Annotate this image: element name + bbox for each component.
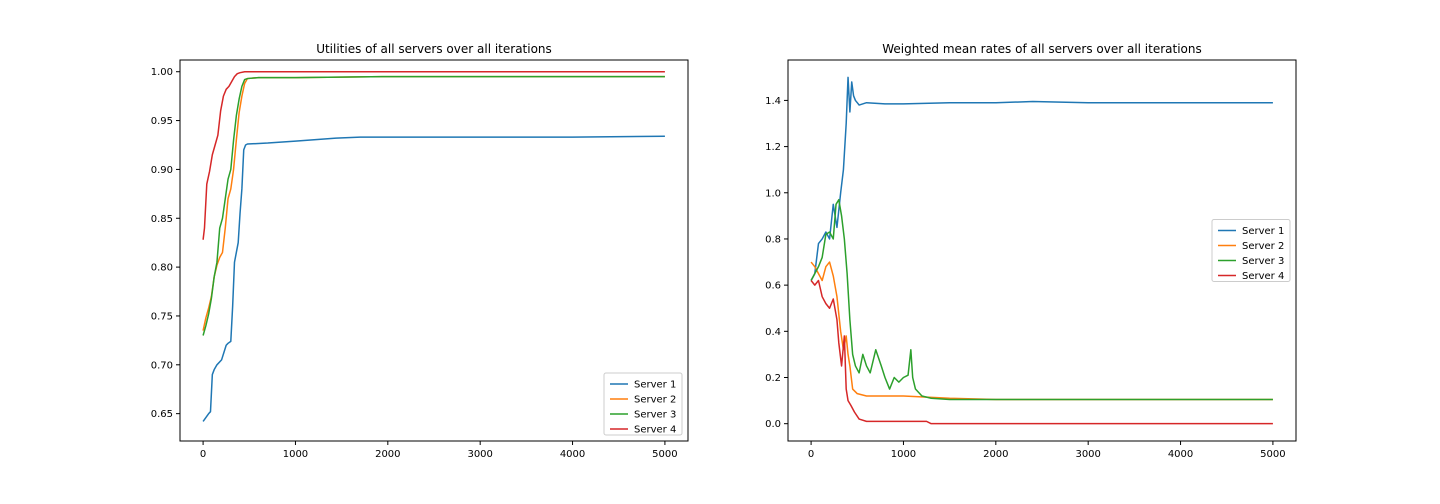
legend-label-server-1: Server 1 xyxy=(1242,226,1284,237)
y-tick-label: 0.90 xyxy=(151,165,173,176)
y-tick-label: 0.65 xyxy=(151,409,173,420)
y-tick-label: 1.00 xyxy=(151,67,173,78)
x-tick-label: 0 xyxy=(200,449,206,460)
x-tick-label: 0 xyxy=(808,449,814,460)
series-line-server-2 xyxy=(202,75,665,331)
x-tick-label: 4000 xyxy=(1168,449,1193,460)
x-tick-label: 2000 xyxy=(983,449,1008,460)
y-tick-label: 0.80 xyxy=(151,263,173,274)
x-tick-label: 1000 xyxy=(891,449,916,460)
series-line-server-1 xyxy=(810,76,1273,281)
legend-label-server-4: Server 4 xyxy=(634,425,676,436)
series-line-server-2 xyxy=(810,261,1273,401)
series-line-server-3 xyxy=(810,198,1273,401)
chart-title: Weighted mean rates of all servers over … xyxy=(882,42,1202,56)
y-tick-label: 0.2 xyxy=(765,373,781,384)
series-line-server-4 xyxy=(810,279,1273,425)
legend: Server 1 Server 2 Server 3 Server 4 xyxy=(603,372,683,436)
legend-label-server-2: Server 2 xyxy=(634,395,676,406)
y-tick-label: 0.8 xyxy=(765,234,781,245)
legend-box xyxy=(603,372,683,436)
x-tick-label: 3000 xyxy=(1075,449,1100,460)
y-tick-label: 0.0 xyxy=(765,419,781,430)
x-tick-label: 5000 xyxy=(652,449,677,460)
y-tick-label: 0.4 xyxy=(765,327,781,338)
legend-label-server-2: Server 2 xyxy=(1242,241,1284,252)
x-tick-label: 4000 xyxy=(560,449,585,460)
series-line-server-4 xyxy=(202,70,665,240)
x-tick-label: 1000 xyxy=(283,449,308,460)
plot-area xyxy=(179,59,689,442)
x-tick-label: 3000 xyxy=(467,449,492,460)
plot-area xyxy=(787,59,1297,442)
chart-title: Utilities of all servers over all iterat… xyxy=(316,42,552,56)
y-tick-label: 1.0 xyxy=(765,188,781,199)
y-tick-label: 1.4 xyxy=(765,96,781,107)
legend-label-server-3: Server 3 xyxy=(1242,256,1284,267)
y-tick-label: 0.85 xyxy=(151,214,173,225)
legend-box xyxy=(1211,219,1291,282)
y-tick-label: 0.70 xyxy=(151,360,173,371)
weighted-mean-rates-chart: Weighted mean rates of all servers over … xyxy=(765,42,1297,460)
x-tick-label: 5000 xyxy=(1260,449,1285,460)
y-tick-label: 0.95 xyxy=(151,116,173,127)
legend-label-server-1: Server 1 xyxy=(634,380,676,391)
legend-label-server-3: Server 3 xyxy=(634,410,676,421)
y-tick-label: 0.75 xyxy=(151,311,173,322)
x-tick-label: 2000 xyxy=(375,449,400,460)
legend: Server 1 Server 2 Server 3 Server 4 xyxy=(1211,219,1291,282)
y-tick-label: 1.2 xyxy=(765,142,781,153)
utilities-chart: Utilities of all servers over all iterat… xyxy=(151,42,689,460)
series-line-server-3 xyxy=(202,75,665,336)
series-line-server-1 xyxy=(202,135,665,422)
y-tick-label: 0.6 xyxy=(765,281,781,292)
legend-label-server-4: Server 4 xyxy=(1242,271,1284,282)
